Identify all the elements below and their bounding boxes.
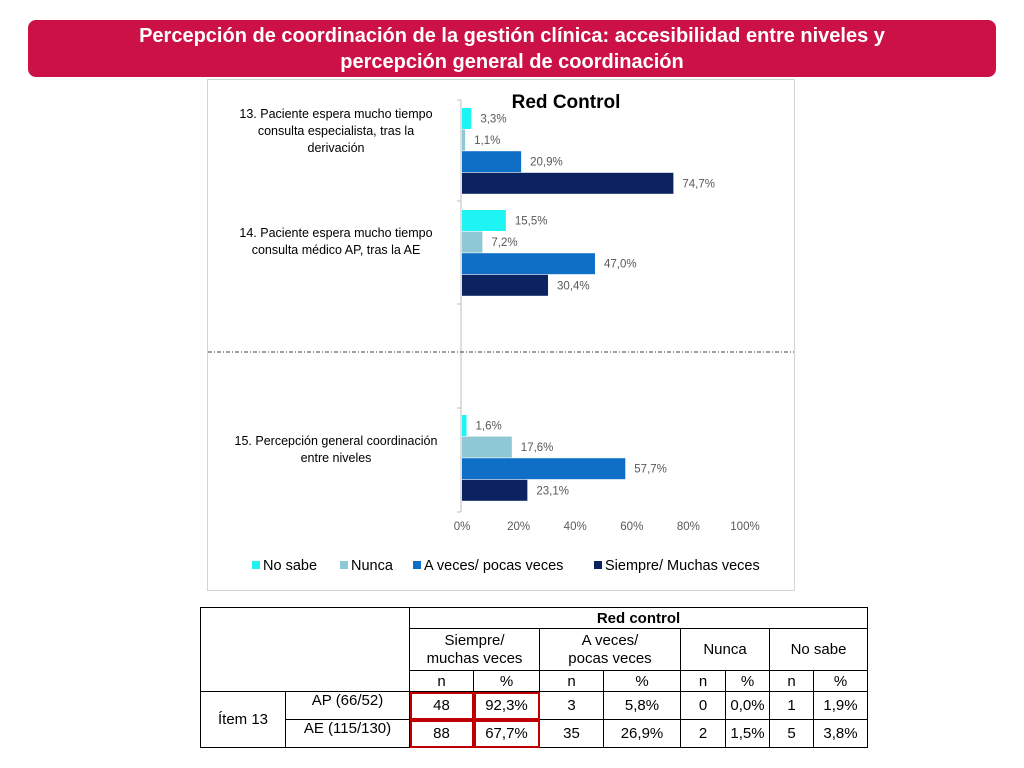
table-cell: 2 bbox=[680, 719, 726, 748]
bar bbox=[462, 231, 483, 253]
title-banner: Percepción de coordinación de la gestión… bbox=[28, 20, 996, 77]
data-label: 23,1% bbox=[536, 485, 569, 497]
sub-header: % bbox=[603, 670, 681, 692]
table-corner bbox=[200, 607, 410, 692]
category-label-line: consulta especialista, tras la bbox=[258, 124, 414, 138]
table-group-header: Red control bbox=[409, 607, 868, 629]
legend-label: Nunca bbox=[351, 558, 394, 574]
table-cell: 88 bbox=[409, 719, 474, 748]
legend-swatch bbox=[340, 561, 348, 569]
x-tick-label: 80% bbox=[677, 521, 700, 533]
data-label: 15,5% bbox=[515, 216, 548, 228]
chart-container: Red Control 13. Paciente espera mucho tie… bbox=[207, 79, 795, 591]
bar bbox=[462, 210, 506, 231]
legend-swatch bbox=[252, 561, 260, 569]
bar bbox=[462, 458, 626, 480]
data-label: 30,4% bbox=[557, 280, 590, 292]
category-label-line: derivación bbox=[308, 141, 365, 155]
table-cell: 0,0% bbox=[725, 691, 770, 720]
category-label-line: consulta médico AP, tras la AE bbox=[252, 243, 421, 257]
data-label: 1,6% bbox=[476, 421, 502, 433]
category-label-line: entre niveles bbox=[301, 451, 372, 465]
row-label-ap: AP (66/52) bbox=[285, 691, 410, 720]
sub-header: n bbox=[539, 670, 604, 692]
data-label: 20,9% bbox=[530, 157, 563, 169]
results-table: Red control Siempre/ muchas veces A vece… bbox=[200, 607, 868, 748]
table-cell: 92,3% bbox=[473, 691, 540, 720]
category-label-line: 15. Percepción general coordinación bbox=[235, 434, 438, 448]
x-tick-label: 100% bbox=[730, 521, 759, 533]
bar bbox=[462, 415, 467, 436]
x-tick-label: 40% bbox=[564, 521, 587, 533]
table-cell: 3,8% bbox=[813, 719, 868, 748]
col-header-no-sabe: No sabe bbox=[769, 628, 868, 671]
table-cell: 1,9% bbox=[813, 691, 868, 720]
item-label: Ítem 13 bbox=[200, 691, 286, 748]
bar bbox=[462, 274, 549, 296]
col-header-nunca: Nunca bbox=[680, 628, 770, 671]
table-cell: 5,8% bbox=[603, 691, 681, 720]
bar bbox=[462, 436, 512, 458]
chart-title: Red Control bbox=[512, 92, 621, 113]
data-label: 74,7% bbox=[682, 178, 715, 190]
bar bbox=[462, 108, 472, 129]
bar bbox=[462, 479, 528, 501]
table-cell: 67,7% bbox=[473, 719, 540, 748]
sub-header: n bbox=[409, 670, 474, 692]
table-cell: 5 bbox=[769, 719, 814, 748]
bar bbox=[462, 151, 522, 173]
table-cell: 0 bbox=[680, 691, 726, 720]
x-tick-label: 0% bbox=[454, 521, 471, 533]
sub-header: % bbox=[725, 670, 770, 692]
page-title: Percepción de coordinación de la gestión… bbox=[139, 24, 885, 73]
data-label: 47,0% bbox=[604, 259, 637, 271]
table-cell: 35 bbox=[539, 719, 604, 748]
category-label: 13. Paciente espera mucho tiempo consulta… bbox=[239, 107, 432, 155]
category-label-line: 14. Paciente espera mucho tiempo bbox=[239, 226, 432, 240]
sub-header: n bbox=[769, 670, 814, 692]
row-label-ae: AE (115/130) bbox=[285, 719, 410, 748]
col-header-siempre: Siempre/ muchas veces bbox=[409, 628, 540, 671]
bar bbox=[462, 253, 596, 275]
data-label: 57,7% bbox=[634, 464, 667, 476]
data-label: 1,1% bbox=[474, 135, 500, 147]
bar bbox=[462, 129, 466, 151]
table-cell: 26,9% bbox=[603, 719, 681, 748]
legend-label: Siempre/ Muchas veces bbox=[605, 558, 760, 574]
data-label: 7,2% bbox=[491, 237, 517, 249]
data-label: 17,6% bbox=[521, 442, 554, 454]
x-tick-label: 60% bbox=[620, 521, 643, 533]
legend-label: No sabe bbox=[263, 558, 317, 574]
category-label: 14. Paciente espera mucho tiempo consulta… bbox=[239, 226, 432, 257]
bar-chart: Red Control 13. Paciente espera mucho tie… bbox=[208, 92, 794, 574]
table-cell: 3 bbox=[539, 691, 604, 720]
col-header-a-veces: A veces/ pocas veces bbox=[539, 628, 681, 671]
bar bbox=[462, 172, 674, 194]
legend-swatch bbox=[594, 561, 602, 569]
table-cell: 1 bbox=[769, 691, 814, 720]
table-cell: 48 bbox=[409, 691, 474, 720]
x-tick-label: 20% bbox=[507, 521, 530, 533]
category-label-line: 13. Paciente espera mucho tiempo bbox=[239, 107, 432, 121]
table-cell: 1,5% bbox=[725, 719, 770, 748]
category-label: 15. Percepción general coordinación entre… bbox=[235, 434, 438, 465]
sub-header: % bbox=[473, 670, 540, 692]
legend-swatch bbox=[413, 561, 421, 569]
legend-label: A veces/ pocas veces bbox=[424, 558, 563, 574]
data-label: 3,3% bbox=[480, 114, 506, 126]
sub-header: % bbox=[813, 670, 868, 692]
sub-header: n bbox=[680, 670, 726, 692]
